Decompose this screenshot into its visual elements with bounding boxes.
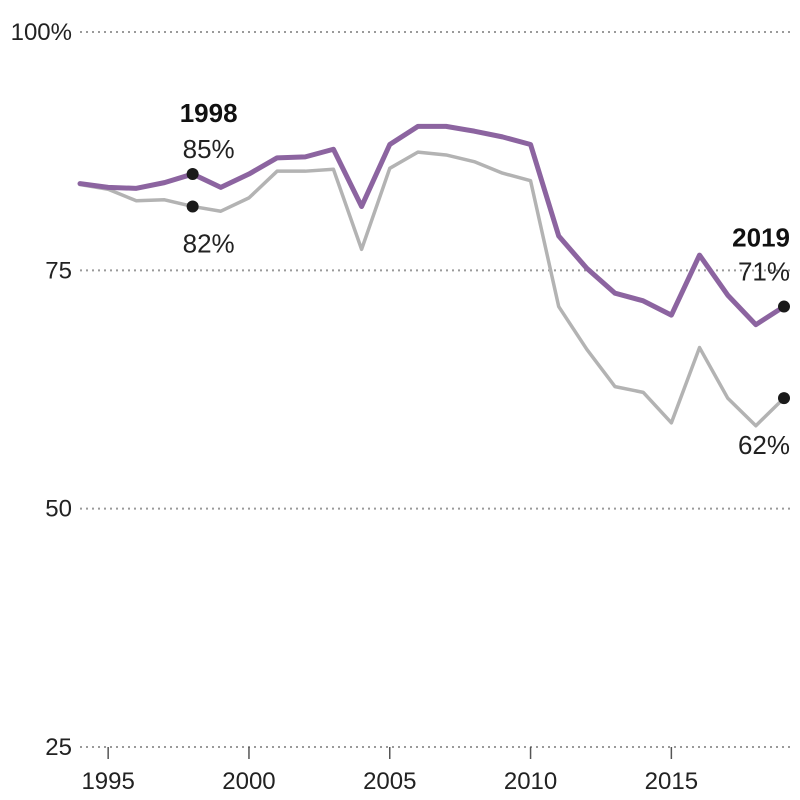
annotation-dot bbox=[778, 392, 790, 405]
annotation-dot bbox=[186, 168, 199, 181]
x-axis-ticks: 1995 2000 2005 2010 2015 bbox=[81, 747, 698, 795]
annotation-year-label: 1998 bbox=[180, 98, 238, 128]
y-tick-label: 75 bbox=[45, 257, 72, 284]
x-tick-label: 2015 bbox=[645, 768, 698, 795]
annotation-dot bbox=[778, 300, 790, 313]
y-tick-label: 100% bbox=[11, 19, 72, 46]
x-tick-label: 2000 bbox=[222, 768, 275, 795]
annotation-year-label: 2019 bbox=[732, 223, 790, 253]
series-lines bbox=[77, 123, 787, 428]
gridlines bbox=[80, 31, 790, 748]
gray-series-line bbox=[78, 150, 786, 428]
y-axis-ticks: 100% 75 50 25 bbox=[11, 19, 72, 761]
annotation-value-label: 85% bbox=[183, 134, 235, 164]
annotation-dot bbox=[186, 200, 199, 213]
annotations: 1998 85% 82% 2019 71% 62% bbox=[180, 98, 790, 460]
annotation-value-label: 82% bbox=[183, 228, 235, 258]
y-tick-label: 50 bbox=[45, 496, 72, 523]
x-tick-label: 1995 bbox=[81, 768, 134, 795]
annotation-value-label: 62% bbox=[738, 430, 790, 460]
y-tick-label: 25 bbox=[45, 734, 72, 761]
x-tick-label: 2005 bbox=[363, 768, 416, 795]
annotation-value-label: 71% bbox=[738, 257, 790, 287]
x-tick-label: 2010 bbox=[504, 768, 557, 795]
